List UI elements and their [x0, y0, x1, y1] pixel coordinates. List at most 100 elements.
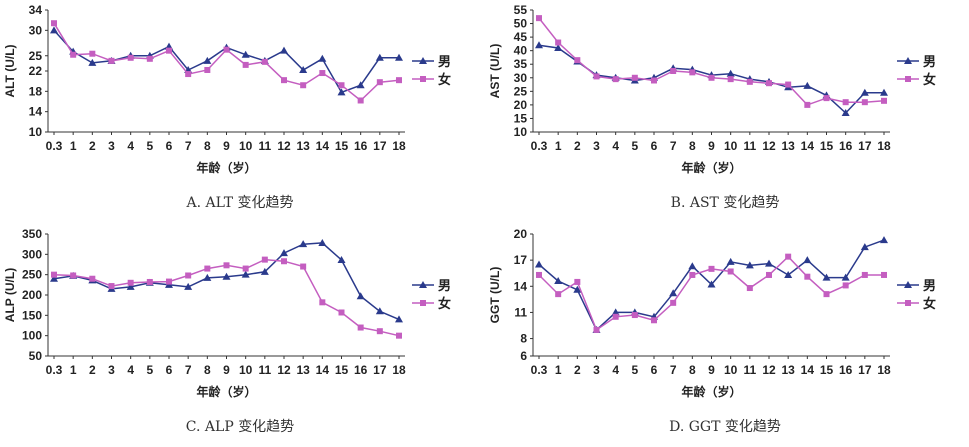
- data-point-male: [356, 292, 365, 300]
- legend-marker-female: [905, 76, 911, 82]
- data-point-female: [281, 258, 287, 265]
- y-tick-label: 22: [29, 64, 43, 78]
- x-tick-label: 1: [70, 139, 77, 153]
- data-point-female: [861, 99, 868, 106]
- y-tick-label: 34: [29, 3, 43, 17]
- x-tick-label: 4: [612, 363, 619, 377]
- legend-label-male: 男: [438, 279, 451, 294]
- data-point-female: [242, 265, 249, 272]
- data-point-male: [375, 53, 384, 61]
- data-point-female: [319, 299, 326, 306]
- data-point-female: [357, 324, 364, 331]
- data-point-male: [356, 81, 365, 89]
- x-tick-label: 13: [296, 139, 310, 153]
- data-point-female: [823, 95, 830, 102]
- series-line-female: [538, 17, 885, 106]
- data-point-male: [337, 88, 346, 96]
- x-axis-label: 年龄（岁）: [196, 384, 256, 399]
- data-point-female: [108, 283, 115, 290]
- data-point-female: [612, 76, 619, 83]
- x-tick-label: 17: [373, 363, 387, 377]
- y-tick-label: 10: [29, 125, 43, 139]
- y-tick-label: 17: [514, 253, 528, 267]
- y-tick-label: 50: [514, 17, 528, 31]
- data-point-male: [50, 26, 58, 34]
- data-point-male: [611, 308, 620, 316]
- data-point-female: [146, 55, 153, 62]
- x-tick-label: 12: [762, 363, 776, 377]
- data-point-male: [765, 259, 773, 267]
- x-tick-label: 15: [820, 139, 834, 153]
- data-point-female: [670, 68, 677, 74]
- x-tick-label: 12: [277, 139, 291, 153]
- y-tick-label: 250: [22, 268, 42, 282]
- data-point-female: [727, 76, 734, 83]
- data-point-female: [242, 61, 249, 68]
- x-tick-label: 4: [127, 139, 134, 153]
- x-tick-label: 13: [296, 363, 310, 377]
- data-point-female: [166, 47, 172, 54]
- data-point-male: [726, 257, 735, 265]
- x-tick-label: 7: [670, 363, 677, 377]
- x-tick-label: 2: [574, 139, 581, 153]
- x-tick-label: 16: [839, 363, 853, 377]
- legend-marker-male: [419, 57, 427, 64]
- y-tick-label: 100: [22, 329, 42, 343]
- data-point-male: [203, 56, 212, 64]
- data-point-male: [554, 43, 563, 51]
- x-tick-label: 11: [258, 363, 271, 377]
- chart-caption: B. AST 变化趋势: [670, 195, 780, 211]
- data-point-female: [842, 282, 849, 289]
- data-point-female: [108, 57, 115, 64]
- data-point-male: [280, 46, 288, 54]
- x-tick-label: 14: [316, 363, 330, 377]
- x-tick-label: 8: [689, 139, 696, 153]
- chart-panel-alt: 10 14 18 22 25 30 34 0.3 1 2 3 4 5 6 7 8 9 10 11 12 13 14 15 16…: [0, 0, 480, 220]
- x-tick-label: 1: [555, 139, 562, 153]
- data-point-female: [357, 97, 364, 104]
- data-point-female: [651, 77, 657, 84]
- data-point-female: [727, 268, 734, 275]
- legend-label-male: 男: [923, 279, 936, 294]
- data-point-male: [299, 240, 308, 248]
- data-point-female: [804, 273, 811, 280]
- data-point-female: [612, 313, 619, 320]
- data-point-male: [880, 88, 888, 96]
- legend-label-female: 女: [923, 72, 936, 88]
- data-point-female: [51, 271, 57, 278]
- data-point-male: [803, 81, 812, 89]
- legend-label-female: 女: [438, 296, 451, 312]
- x-tick-label: 6: [651, 139, 658, 153]
- x-tick-label: 1: [555, 363, 562, 377]
- data-point-female: [89, 50, 96, 57]
- chart-panel-ast: 10 15 20 25 30 35 40 45 50 55 0.3 1 2 3 4 5 6 7 8 9 10 11 12 13…: [485, 0, 965, 220]
- data-point-female: [166, 278, 172, 285]
- x-tick-label: 7: [185, 139, 192, 153]
- x-tick-label: 16: [354, 139, 368, 153]
- data-point-male: [88, 58, 97, 66]
- legend-label-male: 男: [438, 55, 451, 70]
- data-point-female: [823, 291, 830, 298]
- x-tick-label: 2: [89, 363, 96, 377]
- y-tick-label: 300: [22, 247, 42, 261]
- data-point-male: [241, 50, 250, 58]
- y-tick-label: 8: [520, 332, 527, 346]
- x-tick-label: 11: [743, 363, 756, 377]
- data-point-female: [127, 54, 134, 61]
- x-tick-label: 6: [166, 363, 173, 377]
- x-tick-label: 14: [801, 363, 815, 377]
- y-tick-label: 35: [514, 57, 528, 71]
- data-point-female: [861, 271, 868, 278]
- data-point-female: [376, 79, 383, 86]
- x-tick-label: 14: [316, 139, 330, 153]
- data-point-male: [841, 109, 850, 117]
- legend-label-female: 女: [438, 72, 451, 88]
- series-line-male: [53, 29, 399, 94]
- series-line-male: [53, 242, 400, 321]
- x-tick-label: 13: [781, 363, 795, 377]
- data-point-female: [766, 80, 772, 87]
- data-point-female: [881, 271, 887, 278]
- data-point-male: [241, 270, 250, 278]
- x-tick-label: 0.3: [46, 139, 63, 153]
